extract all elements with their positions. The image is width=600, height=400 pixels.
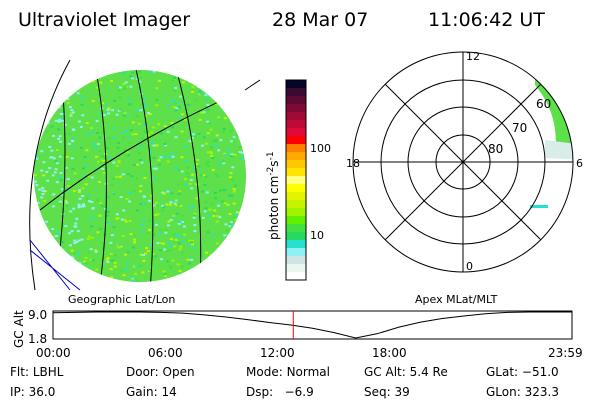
colorbar-segment: [286, 128, 306, 137]
status-glon: GLon: 323.3: [486, 385, 559, 399]
colorbar-segment: [286, 264, 306, 273]
date: 28 Mar 07: [272, 9, 368, 31]
altitude-plot: GC Alt 9.0 1.8 00:00 06:00 12:00 18:00 2…: [12, 308, 583, 360]
y-tick-max: 9.0: [28, 308, 47, 322]
colorbar-segment: [286, 136, 306, 145]
status-panel: Flt: LBHL Door: Open Mode: Normal GC Alt…: [10, 365, 559, 399]
mlat-80: 80: [488, 142, 503, 156]
mlat-60: 60: [536, 97, 551, 111]
x-tick-0: 00:00: [36, 346, 71, 360]
x-tick-2: 12:00: [260, 346, 295, 360]
colorbar-segment: [286, 232, 306, 241]
altitude-line: [52, 311, 572, 339]
y-tick-min: 1.8: [28, 332, 47, 346]
colorbar-segment: [286, 272, 306, 281]
mlt-18: 18: [346, 157, 360, 170]
colorbar-segment: [286, 208, 306, 217]
status-dsp: Dsp: −6.9: [246, 385, 314, 399]
colorbar-segment: [286, 88, 306, 97]
title: Ultraviolet Imager: [18, 9, 190, 31]
mlat-70: 70: [512, 121, 527, 135]
x-tick-4: 23:59: [548, 346, 583, 360]
status-ip: IP: 36.0: [10, 385, 55, 399]
colorbar-segment: [286, 224, 306, 233]
colorbar-segment: [286, 120, 306, 129]
status-door: Door: Open: [126, 365, 195, 379]
altitude-axis-label: GC Alt: [12, 310, 26, 348]
colorbar-segment: [286, 152, 306, 161]
status-mode: Mode: Normal: [246, 365, 330, 379]
polar-plot: 12 18 6 0 60 70 80: [346, 50, 583, 273]
mlt-6: 6: [576, 157, 583, 170]
colorbar-segment: [286, 160, 306, 169]
colorbar-segment: [286, 176, 306, 185]
colorbar: [286, 80, 306, 281]
polar-coord-label: Apex MLat/MLT: [415, 293, 498, 306]
colorbar-segment: [286, 96, 306, 105]
colorbar-segment: [286, 168, 306, 177]
colorbar-segment: [286, 200, 306, 209]
colorbar-segment: [286, 184, 306, 193]
mlt-0: 0: [466, 260, 473, 273]
x-tick-3: 18:00: [372, 346, 407, 360]
status-seq: Seq: 39: [364, 385, 410, 399]
image-projection-label: Geographic Lat/Lon: [68, 293, 175, 306]
status-glat: GLat: −51.0: [486, 365, 559, 379]
earth-image: [29, 59, 261, 291]
time: 11:06:42 UT: [428, 9, 545, 31]
colorbar-segment: [286, 144, 306, 153]
colorbar-tick-100: 100: [310, 142, 331, 155]
colorbar-label: photon cm-2s-1: [266, 151, 281, 240]
status-flt: Flt: LBHL: [10, 365, 64, 379]
mlt-12: 12: [466, 50, 480, 63]
status-gcalt: GC Alt: 5.4 Re: [364, 365, 448, 379]
colorbar-segment: [286, 216, 306, 225]
lat-lon-grid: [39, 70, 246, 282]
status-gain: Gain: 14: [126, 385, 177, 399]
colorbar-tick-10: 10: [310, 229, 324, 242]
colorbar-segment: [286, 248, 306, 257]
colorbar-segment: [286, 104, 306, 113]
colorbar-segment: [286, 240, 306, 249]
colorbar-segment: [286, 80, 306, 89]
colorbar-segment: [286, 256, 306, 265]
colorbar-segment: [286, 192, 306, 201]
colorbar-segment: [286, 112, 306, 121]
x-tick-1: 06:00: [148, 346, 183, 360]
